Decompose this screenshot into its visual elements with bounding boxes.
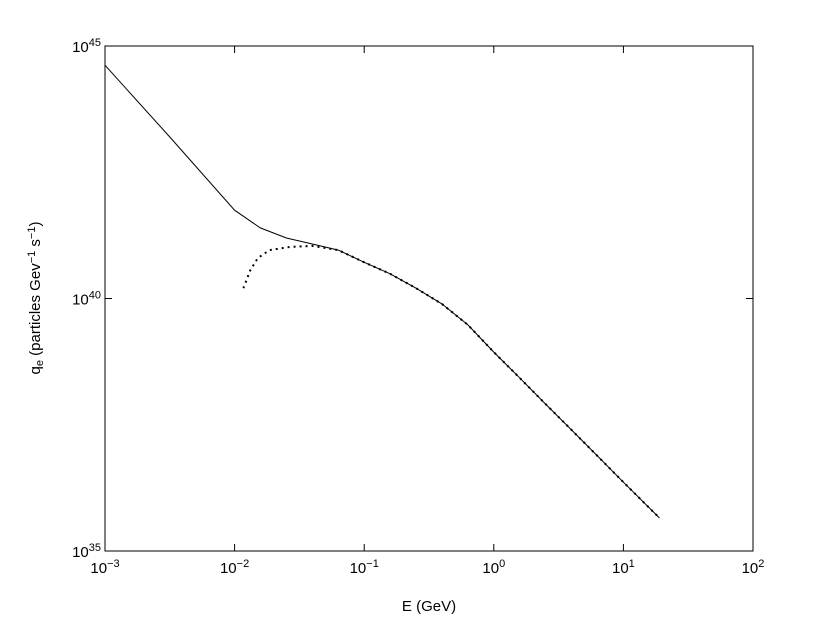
tick-base: 10 <box>72 544 89 561</box>
tick-power: 2 <box>758 558 764 570</box>
tick-base: 10 <box>72 39 89 56</box>
tick-power: 35 <box>89 542 101 554</box>
tick-label: 10−2 <box>220 558 249 577</box>
plot-frame <box>104 45 754 552</box>
tick-base: 10 <box>482 560 499 577</box>
tick-base: 10 <box>612 560 629 577</box>
y-label-part: −1 <box>26 251 38 264</box>
tick-power: 45 <box>89 37 101 49</box>
y-axis-label: qe (particles Gev−1 s−1) <box>26 222 46 375</box>
tick-power: 0 <box>499 558 505 570</box>
tick-label: 1045 <box>72 37 101 56</box>
x-axis-label: E (GeV) <box>402 598 456 615</box>
tick-power: −1 <box>366 558 379 570</box>
tick-power: 40 <box>89 289 101 301</box>
y-label-part: e <box>34 360 46 366</box>
series-line <box>104 64 660 519</box>
tick-power: −2 <box>237 558 250 570</box>
y-label-part: ) <box>27 222 44 227</box>
tick-label: 10−3 <box>90 558 119 577</box>
tick-label: 102 <box>742 558 765 577</box>
tick-power: −3 <box>107 558 120 570</box>
y-label-part: −1 <box>26 227 38 240</box>
tick-label: 1040 <box>72 289 101 308</box>
tick-base: 10 <box>220 560 237 577</box>
tick-base: 10 <box>742 560 759 577</box>
tick-label: 101 <box>612 558 635 577</box>
tick-base: 10 <box>72 292 89 309</box>
tick-base: 10 <box>90 560 107 577</box>
y-label-part: s <box>27 239 44 251</box>
tick-label: 1035 <box>72 542 101 561</box>
y-label-part: (particles Gev <box>27 263 44 360</box>
tick-label: 10−1 <box>350 558 379 577</box>
series-line <box>242 244 661 519</box>
tick-power: 1 <box>629 558 635 570</box>
tick-base: 10 <box>350 560 367 577</box>
tick-label: 100 <box>482 558 505 577</box>
y-label-part: q <box>27 366 44 374</box>
